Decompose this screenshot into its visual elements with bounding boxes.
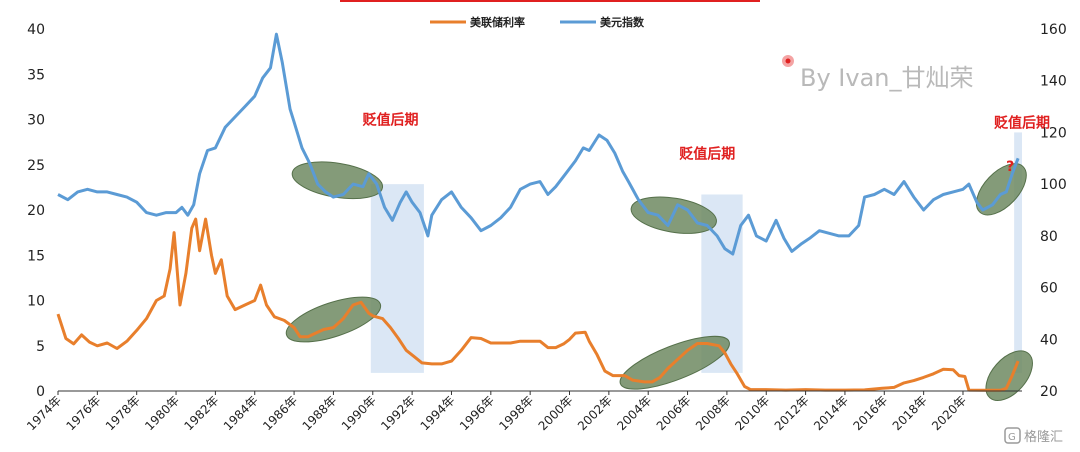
svg-text:G: G — [1008, 432, 1016, 443]
x-tick-label: 1982年 — [182, 393, 222, 433]
highlight-ellipse — [985, 350, 1033, 401]
y-right-tick-label: 40 — [1040, 332, 1058, 348]
legend-label-dollar: 美元指数 — [600, 15, 645, 29]
annotation-label: 贬值后期 — [679, 145, 735, 162]
x-tick-label: 1984年 — [221, 393, 261, 433]
y-left-tick-label: 35 — [27, 67, 45, 83]
y-right-tick-label: 100 — [1040, 177, 1067, 193]
x-tick-label: 1992年 — [378, 393, 418, 433]
x-tick-label: 1994年 — [418, 393, 458, 433]
series-line-0 — [56, 217, 1020, 392]
legend: 美联储利率 美元指数 — [430, 15, 645, 29]
shaded-period — [1014, 132, 1022, 373]
y-right-tick-label: 140 — [1040, 74, 1067, 90]
x-tick-label: 1996年 — [457, 393, 497, 433]
y-left-tick-label: 30 — [27, 113, 45, 129]
x-tick-label: 2004年 — [614, 393, 654, 433]
y-right-tick-label: 120 — [1040, 125, 1067, 141]
annotation-question: ? — [1006, 159, 1014, 175]
legend-entry-rate: 美联储利率 — [430, 15, 525, 29]
x-tick-label: 2000年 — [536, 393, 576, 433]
series-line-1 — [57, 32, 1020, 256]
y-left-tick-label: 15 — [27, 248, 45, 264]
x-tick-label: 1978年 — [103, 393, 143, 433]
y-right-tick-label: 80 — [1040, 229, 1058, 245]
y-right-tick-label: 60 — [1040, 281, 1058, 297]
y-right-tick-label: 160 — [1040, 22, 1067, 38]
x-tick-label: 1980年 — [142, 393, 182, 433]
y-right-tick-label: 20 — [1040, 384, 1058, 400]
annotation-label: 贬值后期 — [362, 112, 418, 129]
logo-icon — [1004, 427, 1021, 444]
shaded-periods — [370, 132, 1022, 373]
legend-entry-dollar: 美元指数 — [560, 15, 645, 29]
x-tick-label: 1986年 — [260, 393, 300, 433]
annotation-label: 贬值后期 — [994, 114, 1050, 131]
x-tick-label: 1990年 — [339, 393, 379, 433]
x-tick-label: 1998年 — [496, 393, 536, 433]
watermark: By Ivan_甘灿荣 — [782, 55, 974, 92]
highlight-ellipse — [285, 296, 382, 343]
y-left-tick-label: 0 — [36, 384, 45, 400]
x-tick-label: 2002年 — [575, 393, 615, 433]
legend-label-rate: 美联储利率 — [470, 15, 525, 29]
series-lines — [56, 32, 1020, 392]
x-tick-label: 1988年 — [300, 393, 340, 433]
y-left-tick-label: 5 — [36, 339, 45, 355]
y-left-tick-label: 25 — [27, 158, 45, 174]
logo-text: 格隆汇 — [1024, 429, 1063, 445]
x-tick-label: 2010年 — [732, 393, 772, 433]
x-tick-label: 2014年 — [811, 393, 851, 433]
y-left-tick-label: 40 — [27, 22, 45, 38]
highlight-ellipse — [975, 163, 1027, 216]
y-left-tick-label: 10 — [27, 294, 45, 310]
x-tick-label: 1976年 — [63, 393, 103, 433]
shaded-period — [370, 184, 424, 373]
x-tick-label: 2016年 — [850, 393, 890, 433]
watermark-text: By Ivan_甘灿荣 — [800, 64, 974, 92]
x-tick-label: 2006年 — [654, 393, 694, 433]
x-tick-label: 2020年 — [929, 393, 969, 433]
x-tick-label: 2008年 — [693, 393, 733, 433]
y-left-tick-label: 20 — [27, 203, 45, 219]
logo: G 格隆汇 — [1004, 427, 1063, 445]
x-tick-label: 2012年 — [772, 393, 812, 433]
x-tick-label: 2018年 — [890, 393, 930, 433]
